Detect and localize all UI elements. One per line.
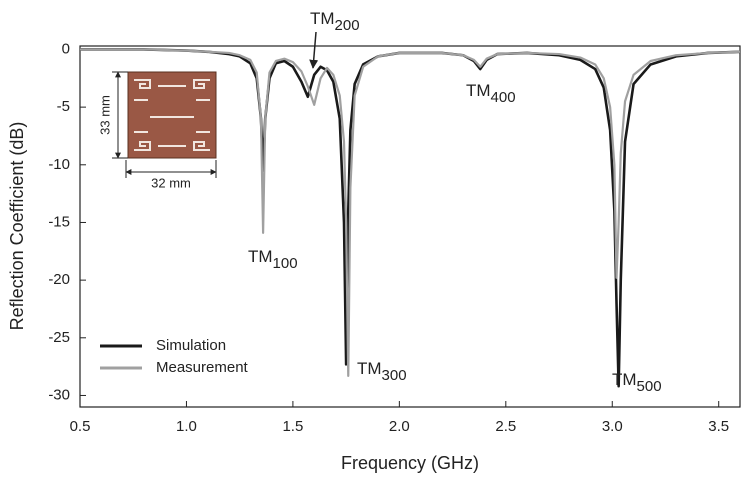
y-tick-label: -30 xyxy=(48,386,70,403)
y-tick-label: -5 xyxy=(57,98,70,115)
annotation-text: TM xyxy=(466,81,491,100)
x-tick-label: 3.0 xyxy=(602,418,623,435)
inset-width-label: 32 mm xyxy=(151,175,191,190)
x-tick-label: 2.0 xyxy=(389,418,410,435)
y-tick-label: -10 xyxy=(48,156,70,173)
annotation-text: TM xyxy=(612,370,637,389)
legend-label: Measurement xyxy=(156,359,249,376)
annotation: TM400 xyxy=(466,81,516,105)
annotation-subscript: 400 xyxy=(491,89,516,106)
inset: 33 mm 32 mm xyxy=(97,71,217,190)
inset-pattern xyxy=(134,79,210,151)
legend-label: Simulation xyxy=(156,337,226,354)
annotation: TM200 xyxy=(310,9,360,33)
annotation: TM500 xyxy=(612,370,662,394)
annotation-text: TM xyxy=(310,9,335,28)
y-tick-label: -15 xyxy=(48,213,70,230)
annotation: TM100 xyxy=(248,247,298,271)
x-tick-label: 0.5 xyxy=(70,418,91,435)
y-tick-label: -25 xyxy=(48,329,70,346)
plot-frame xyxy=(79,45,741,408)
y-tick-label: 0 xyxy=(62,40,70,57)
annotation: TM300 xyxy=(357,359,407,383)
annotation-text: TM xyxy=(357,359,382,378)
y-axis-title: Reflection Coefficient (dB) xyxy=(7,122,27,331)
annotation-subscript: 500 xyxy=(637,378,662,395)
annotation-subscript: 300 xyxy=(382,367,407,384)
x-tick-label: 3.5 xyxy=(708,418,729,435)
series-line xyxy=(80,48,741,377)
x-tick-label: 1.5 xyxy=(282,418,303,435)
annotation-arrow xyxy=(309,31,319,69)
x-tick-label: 2.5 xyxy=(495,418,516,435)
annotation-subscript: 100 xyxy=(273,255,298,272)
x-axis-title: Frequency (GHz) xyxy=(341,453,479,473)
x-tick-label: 1.0 xyxy=(176,418,197,435)
inset-height-label: 33 mm xyxy=(97,95,112,135)
annotation-subscript: 200 xyxy=(335,17,360,34)
annotation-text: TM xyxy=(248,247,273,266)
y-tick-label: -20 xyxy=(48,271,70,288)
